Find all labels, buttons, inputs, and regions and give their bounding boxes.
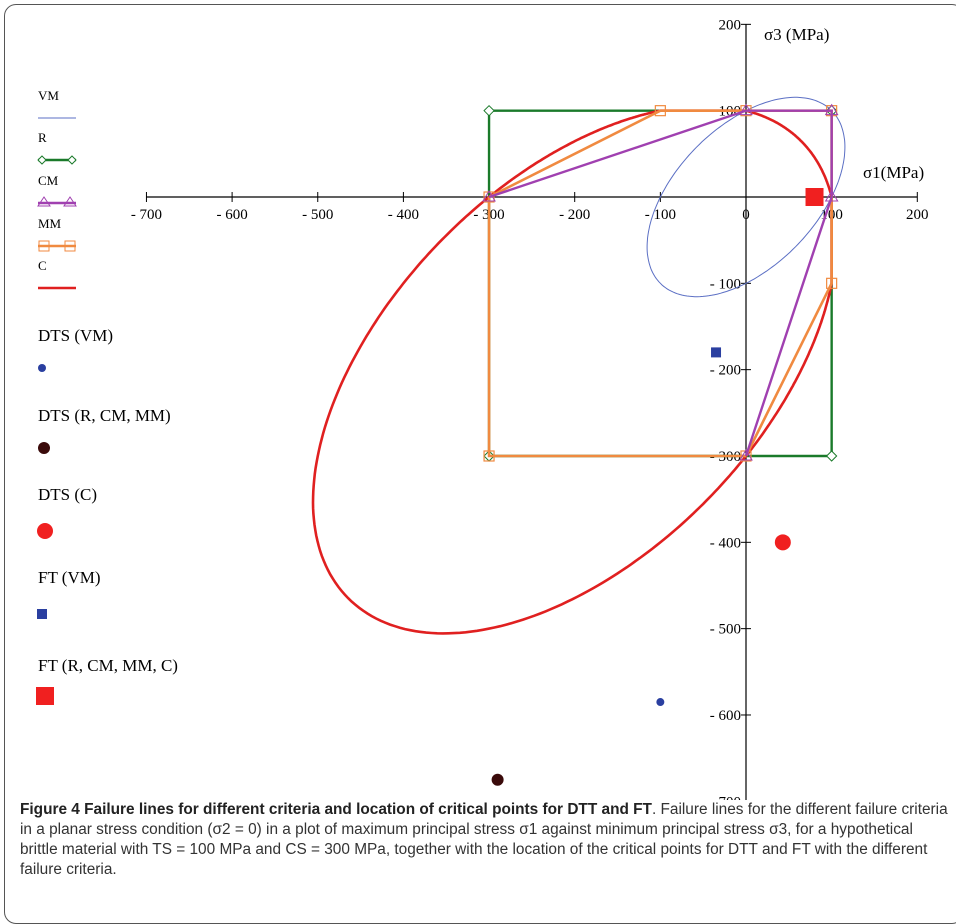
cm-marker	[824, 103, 839, 116]
mm-marker	[826, 277, 838, 289]
c-curve	[311, 109, 833, 635]
x-tick-label: - 600	[216, 207, 247, 223]
failure-lines	[311, 96, 846, 635]
point-dts-c	[774, 534, 791, 551]
x-tick-label: 0	[742, 207, 750, 223]
legend-marker-mm	[38, 240, 50, 252]
x-tick-label: - 400	[388, 207, 419, 223]
legend-point-marker	[36, 687, 54, 705]
mm-marker	[483, 191, 495, 203]
y-tick-label: - 400	[710, 535, 741, 551]
x-tick-label: - 700	[131, 207, 162, 223]
cm-marker	[739, 103, 753, 116]
x-tick-label: - 200	[559, 207, 590, 223]
axes: - 700- 600- 500- 400- 300- 200- 100 0 100 2…	[131, 17, 929, 800]
legend-label-mm: MM	[38, 216, 62, 231]
legend-label-c: C	[38, 258, 47, 273]
cm-marker	[739, 449, 753, 461]
legend-point-marker	[37, 523, 53, 539]
legend-point-label: DTS (VM)	[38, 326, 113, 345]
legend: VM R CM MM C DTS (VM) DTS (R, CM, MM) DTS (C) FT…	[36, 88, 178, 705]
cm-marker	[824, 190, 839, 202]
legend-point-label: FT (VM)	[38, 568, 101, 587]
legend-point-label: DTS (C)	[38, 485, 97, 504]
x-tick-label: - 500	[302, 207, 333, 223]
failure-criteria-plot: - 700- 600- 500- 400- 300- 200- 100 0 100 2…	[36, 17, 929, 800]
x-axis-label: σ1(MPa)	[863, 163, 924, 182]
legend-label-cm: CM	[38, 173, 59, 188]
legend-label-r: R	[38, 130, 47, 145]
legend-point-marker	[37, 609, 47, 619]
point-ft-r-cm-mm-c	[805, 188, 824, 206]
x-tick-label: 200	[906, 207, 929, 223]
legend-label-vm: VM	[38, 88, 59, 103]
cm-marker	[482, 190, 496, 202]
y-tick-label: - 100	[710, 276, 741, 292]
legend-marker-cm	[63, 196, 77, 207]
legend-point-label: DTS (R, CM, MM)	[38, 406, 171, 425]
point-dts-vm	[656, 698, 665, 707]
caption-title: Figure 4 Failure lines for different cri…	[20, 801, 652, 818]
x-tick-label: - 100	[645, 207, 676, 223]
r-marker	[825, 450, 838, 462]
mm-marker	[483, 450, 495, 462]
legend-marker-r	[67, 155, 77, 165]
mm-line	[487, 197, 746, 458]
legend-marker-cm	[37, 196, 51, 207]
legend-point-marker	[38, 442, 50, 454]
legend-marker-r	[37, 155, 47, 165]
legend-marker-mm	[64, 240, 76, 252]
legend-point-marker	[38, 364, 46, 372]
y-axis-label: σ3 (MPa)	[764, 25, 829, 44]
cm-line	[488, 109, 833, 457]
y-tick-label: - 600	[710, 708, 741, 724]
r-marker	[483, 104, 495, 117]
y-tick-label: 200	[719, 17, 742, 33]
mm-marker	[654, 105, 666, 117]
y-tick-label: - 700	[710, 794, 741, 800]
mm-marker	[740, 450, 752, 462]
critical-points	[491, 188, 824, 786]
point-dts-r-cm-mm	[491, 773, 504, 786]
y-tick-label: - 500	[710, 622, 741, 638]
y-tick-label: - 200	[710, 363, 741, 379]
figure-caption: Figure 4 Failure lines for different cri…	[20, 800, 950, 880]
caption-text: . Failure lines for the different failur…	[20, 801, 948, 878]
point-ft-vm	[711, 347, 722, 358]
legend-point-label: FT (R, CM, MM, C)	[38, 656, 178, 675]
